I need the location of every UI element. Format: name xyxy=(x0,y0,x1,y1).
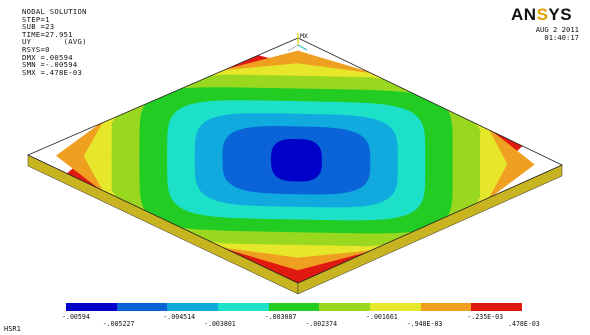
triad-z-axis xyxy=(297,44,308,51)
legend-swatch xyxy=(218,303,269,311)
contour-bands xyxy=(55,50,535,284)
legend-swatch xyxy=(66,303,117,311)
legend-swatch xyxy=(471,303,523,311)
legend-swatch xyxy=(370,303,421,311)
info-line-sub: SUB =23 xyxy=(22,22,55,32)
legend-swatch xyxy=(319,303,371,311)
legend-swatch xyxy=(116,303,168,311)
contour-legend-bar xyxy=(66,303,523,311)
logo-text-end: YS xyxy=(548,5,573,24)
info-line-rsys: RSYS=0 xyxy=(22,44,50,54)
info-line-smx: SMX =.478E-03 xyxy=(22,67,83,77)
logo-text-main: AN xyxy=(511,5,537,24)
info-line-title: NODAL SOLUTION xyxy=(22,7,87,16)
contour-band xyxy=(271,139,322,182)
footer-label: HSR1 xyxy=(4,325,21,333)
date-stamp: AUG 2 2011 01:40:17 xyxy=(509,26,579,42)
legend-swatch xyxy=(420,303,472,311)
plate-outline xyxy=(27,37,563,284)
info-line-dmx: DMX =.00594 xyxy=(22,52,73,62)
info-line-uy: UY (AVG) xyxy=(22,37,87,47)
coordinate-triad: MX xyxy=(287,32,308,52)
info-line-smn: SMN =-.00594 xyxy=(22,60,78,70)
solution-info-block: NODAL SOLUTION STEP=1 SUB =23 TIME=27.95… xyxy=(22,8,87,76)
triad-label: MX xyxy=(300,32,308,40)
info-line-step: STEP=1 xyxy=(22,14,50,24)
triad-x-axis xyxy=(287,44,299,52)
legend-swatch xyxy=(268,303,320,311)
date-line: AUG 2 2011 xyxy=(535,25,579,34)
info-line-time: TIME=27.951 xyxy=(22,29,73,39)
legend-swatch xyxy=(167,303,219,311)
time-line: 01:40:17 xyxy=(544,33,579,42)
ansys-logo: ANSYS xyxy=(511,5,572,25)
logo-text-accent: S xyxy=(536,5,549,24)
